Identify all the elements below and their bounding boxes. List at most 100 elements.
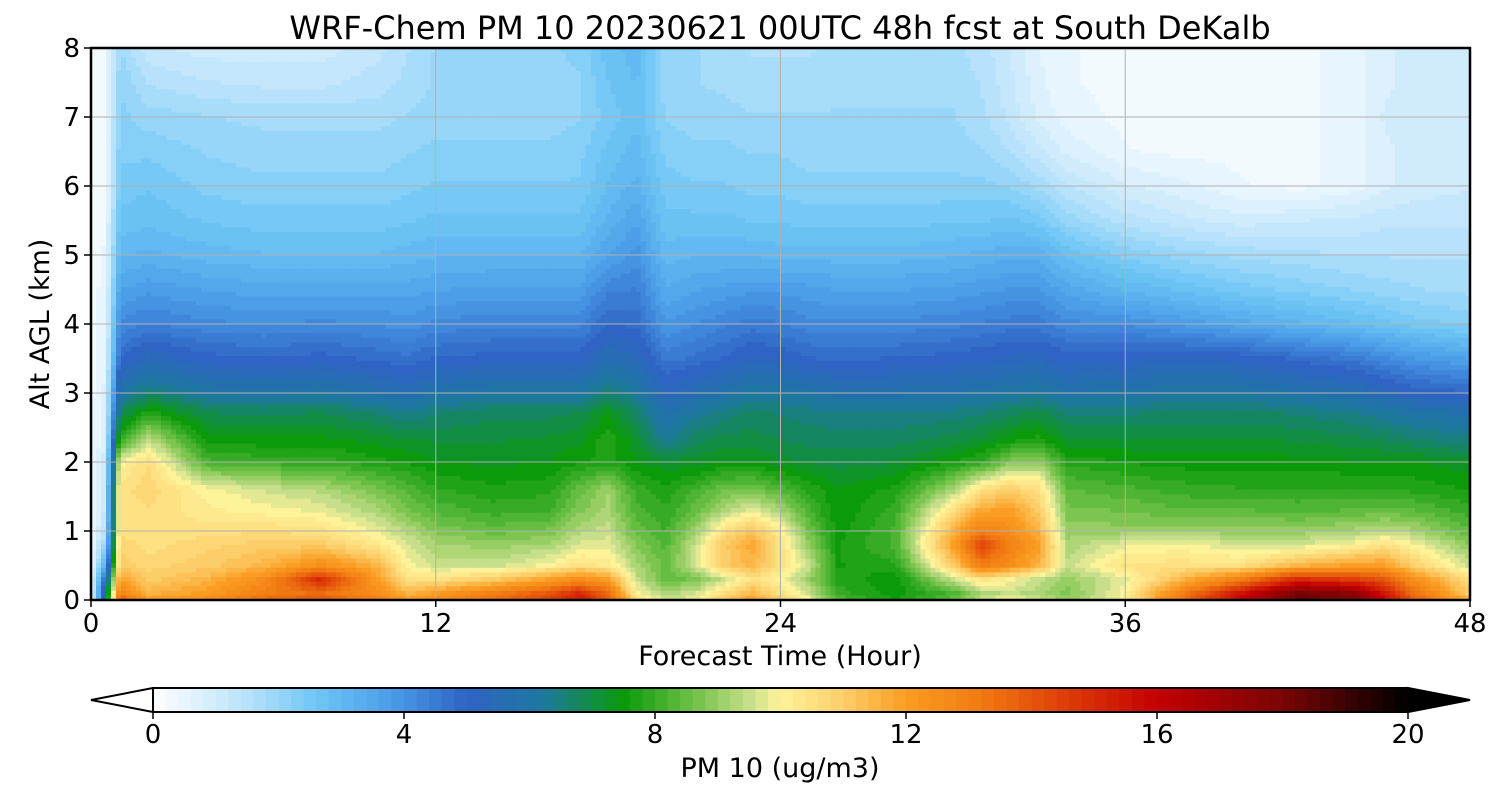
contour-cell: [385, 103, 392, 109]
contour-cell: [910, 126, 917, 132]
contour-cell: [1260, 117, 1266, 123]
contour-cell: [250, 126, 257, 132]
contour-cell: [145, 121, 152, 127]
contour-cell: [690, 52, 697, 58]
contour-cell: [1440, 52, 1446, 58]
contour-cell: [215, 103, 222, 109]
contour-cell: [675, 121, 682, 127]
contour-cell: [1150, 52, 1156, 58]
contour-cell: [355, 117, 362, 123]
contour-cell: [1285, 94, 1291, 100]
contour-cell: [1300, 103, 1306, 109]
contour-cell: [930, 121, 936, 127]
contour-cell: [1465, 52, 1470, 58]
contour-cell: [430, 126, 437, 132]
contour-cell: [1005, 52, 1011, 58]
contour-cell: [445, 112, 452, 118]
contour-cell: [605, 52, 612, 58]
contour-cell: [1080, 48, 1086, 54]
contour-cell: [1225, 57, 1231, 63]
contour-cell: [880, 66, 887, 72]
contour-cell: [110, 94, 117, 100]
contour-cell: [1030, 94, 1036, 100]
contour-cell: [875, 98, 882, 104]
contour-cell: [1335, 98, 1341, 104]
contour-cell: [275, 71, 282, 77]
contour-cell: [395, 84, 402, 90]
contour-cell: [920, 48, 926, 54]
contour-cell: [1100, 89, 1106, 95]
contour-cell: [135, 130, 142, 136]
contour-cell: [945, 80, 951, 86]
contour-cell: [970, 80, 976, 86]
contour-cell: [265, 80, 272, 86]
contour-cell: [105, 121, 112, 127]
contour-cell: [395, 126, 402, 132]
contour-cell: [115, 52, 122, 58]
contour-cell: [1115, 52, 1121, 58]
contour-cell: [610, 112, 617, 118]
contour-cell: [600, 57, 607, 63]
contour-cell: [780, 94, 787, 100]
contour-cell: [530, 121, 537, 127]
contour-cell: [950, 89, 956, 95]
contour-cell: [930, 107, 936, 113]
contour-cell: [950, 121, 956, 127]
contour-cell: [655, 48, 662, 54]
contour-cell: [820, 98, 827, 104]
contour-cell: [1095, 48, 1101, 54]
contour-cell: [165, 103, 172, 109]
contour-cell: [205, 75, 212, 81]
contour-cell: [970, 71, 976, 77]
contour-cell: [935, 84, 941, 90]
contour-cell: [970, 75, 976, 81]
contour-cell: [390, 94, 397, 100]
contour-cell: [1225, 71, 1231, 77]
contour-cell: [195, 57, 202, 63]
contour-cell: [315, 71, 322, 77]
contour-cell: [720, 61, 727, 67]
contour-cell: [1465, 61, 1470, 67]
contour-cell: [1295, 84, 1301, 90]
contour-cell: [320, 117, 327, 123]
contour-cell: [940, 80, 946, 86]
contour-cell: [495, 66, 502, 72]
contour-cell: [150, 98, 157, 104]
contour-cell: [495, 71, 502, 77]
contour-cell: [620, 66, 627, 72]
contour-cell: [330, 48, 337, 54]
contour-cell: [295, 89, 302, 95]
contour-cell: [1435, 126, 1441, 132]
contour-cell: [1095, 75, 1101, 81]
contour-cell: [1165, 66, 1171, 72]
contour-cell: [1355, 84, 1361, 90]
contour-cell: [330, 57, 337, 63]
contour-cell: [830, 75, 837, 81]
contour-cell: [670, 75, 677, 81]
contour-cell: [1310, 66, 1316, 72]
contour-cell: [550, 84, 557, 90]
contour-cell: [570, 126, 577, 132]
contour-cell: [345, 48, 352, 54]
contour-cell: [1305, 121, 1311, 127]
contour-cell: [1450, 117, 1456, 123]
contour-cell: [1450, 94, 1456, 100]
contour-cell: [260, 52, 267, 58]
contour-cell: [1160, 71, 1166, 77]
contour-cell: [395, 98, 402, 104]
contour-cell: [930, 98, 936, 104]
contour-cell: [185, 94, 192, 100]
contour-cell: [605, 94, 612, 100]
contour-cell: [1175, 57, 1181, 63]
contour-cell: [710, 121, 717, 127]
contour-cell: [355, 75, 362, 81]
contour-cell: [860, 103, 867, 109]
contour-cell: [1025, 121, 1031, 127]
contour-cell: [950, 84, 956, 90]
contour-cell: [750, 98, 757, 104]
contour-cell: [575, 94, 582, 100]
contour-cell: [115, 57, 122, 63]
contour-cell: [355, 107, 362, 113]
contour-cell: [1345, 80, 1351, 86]
contour-cell: [885, 80, 892, 86]
